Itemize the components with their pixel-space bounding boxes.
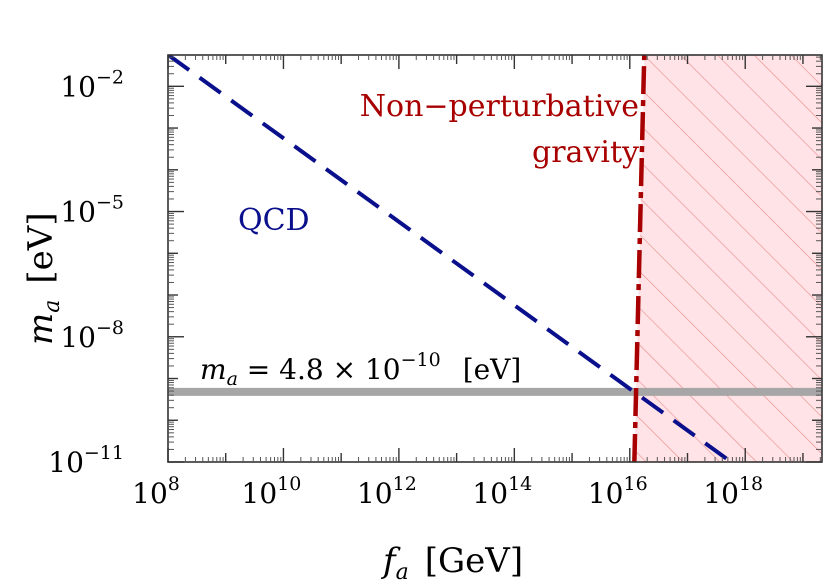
y-tick-label: 10−5 bbox=[60, 192, 124, 229]
x-tick-base: 10 bbox=[588, 477, 624, 510]
y-tick-exp: −8 bbox=[96, 317, 124, 339]
y-tick-base: 10 bbox=[60, 196, 96, 229]
y-tick-label: 10−8 bbox=[60, 317, 124, 354]
x-tick-exp: 8 bbox=[168, 473, 180, 495]
np-label-line1: Non−perturbative bbox=[360, 89, 639, 124]
x-tick-label: 1014 bbox=[472, 473, 532, 510]
hline-label-unit: [eV] bbox=[463, 353, 522, 386]
hline-label: ma = 4.8 × 10−10 [eV] bbox=[200, 349, 521, 390]
x-axis-sub: a bbox=[396, 560, 409, 585]
y-axis-unit: [eV] bbox=[21, 212, 61, 283]
y-tick-base: 10 bbox=[60, 70, 96, 103]
hline-label-sub: a bbox=[227, 368, 238, 390]
x-tick-exp: 18 bbox=[739, 473, 763, 495]
x-tick-exp: 14 bbox=[508, 473, 532, 495]
y-tick-exp: −5 bbox=[96, 192, 124, 214]
x-tick-label: 1010 bbox=[242, 473, 302, 510]
x-tick-exp: 16 bbox=[624, 473, 648, 495]
non-perturbative-gravity-region bbox=[634, 55, 822, 462]
x-tick-base: 10 bbox=[357, 477, 393, 510]
y-axis-sub: a bbox=[40, 300, 65, 313]
x-axis-unit: [GeV] bbox=[425, 541, 523, 581]
y-tick-exp: −11 bbox=[84, 442, 124, 464]
y-tick-exp: −2 bbox=[96, 66, 124, 88]
minor-ticks bbox=[168, 55, 822, 462]
x-tick-exp: 12 bbox=[393, 473, 417, 495]
x-tick-base: 10 bbox=[703, 477, 739, 510]
y-axis-var: m bbox=[21, 313, 61, 345]
qcd-label: QCD bbox=[238, 203, 310, 238]
qcd-line bbox=[168, 55, 735, 462]
x-tick-labels: 108 1010 1012 1014 1016 1018 bbox=[132, 473, 763, 510]
x-tick-base: 10 bbox=[242, 477, 278, 510]
plot-frame bbox=[167, 54, 823, 463]
y-tick-base: 10 bbox=[60, 321, 96, 354]
x-axis-title: fa [GeV] bbox=[380, 541, 523, 585]
x-tick-base: 10 bbox=[472, 477, 508, 510]
hline-label-exp: −10 bbox=[401, 349, 441, 371]
hline-label-eq: = 4.8 × 10 bbox=[238, 353, 401, 386]
major-ticks bbox=[167, 55, 822, 463]
x-tick-label: 1012 bbox=[357, 473, 417, 510]
y-tick-label: 10−11 bbox=[48, 442, 124, 479]
x-tick-exp: 10 bbox=[277, 473, 301, 495]
x-tick-label: 1018 bbox=[703, 473, 763, 510]
x-tick-base: 10 bbox=[132, 477, 168, 510]
non-perturbative-boundary-line bbox=[632, 55, 647, 462]
x-tick-label: 1016 bbox=[588, 473, 648, 510]
y-tick-label: 10−2 bbox=[60, 66, 124, 103]
x-tick-label: 108 bbox=[132, 473, 180, 510]
hline-label-var: m bbox=[200, 353, 227, 386]
y-axis-title: ma [eV] bbox=[21, 212, 65, 345]
y-tick-base: 10 bbox=[48, 446, 84, 479]
np-label-line2: gravity bbox=[532, 135, 639, 170]
